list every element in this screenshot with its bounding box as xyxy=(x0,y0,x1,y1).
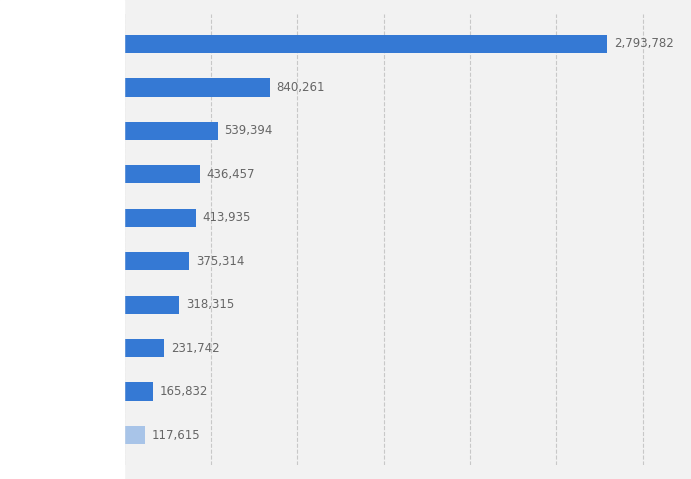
Text: 436,457: 436,457 xyxy=(207,168,255,181)
Bar xyxy=(124,165,200,183)
Bar xyxy=(124,209,196,227)
Bar xyxy=(124,339,164,357)
Text: 165,832: 165,832 xyxy=(160,385,208,398)
Text: 318,315: 318,315 xyxy=(186,298,234,311)
Bar xyxy=(124,122,218,140)
Bar xyxy=(124,382,153,401)
Bar xyxy=(124,35,607,53)
Text: 2,793,782: 2,793,782 xyxy=(614,37,674,50)
Bar xyxy=(124,78,269,97)
Text: 231,742: 231,742 xyxy=(171,342,220,354)
Bar xyxy=(124,252,189,270)
Text: 375,314: 375,314 xyxy=(196,255,244,268)
Text: 840,261: 840,261 xyxy=(276,81,325,94)
Text: 539,394: 539,394 xyxy=(224,125,272,137)
Text: 117,615: 117,615 xyxy=(151,429,200,442)
Bar xyxy=(124,296,180,314)
Text: 413,935: 413,935 xyxy=(202,211,251,224)
Bar xyxy=(124,426,144,444)
